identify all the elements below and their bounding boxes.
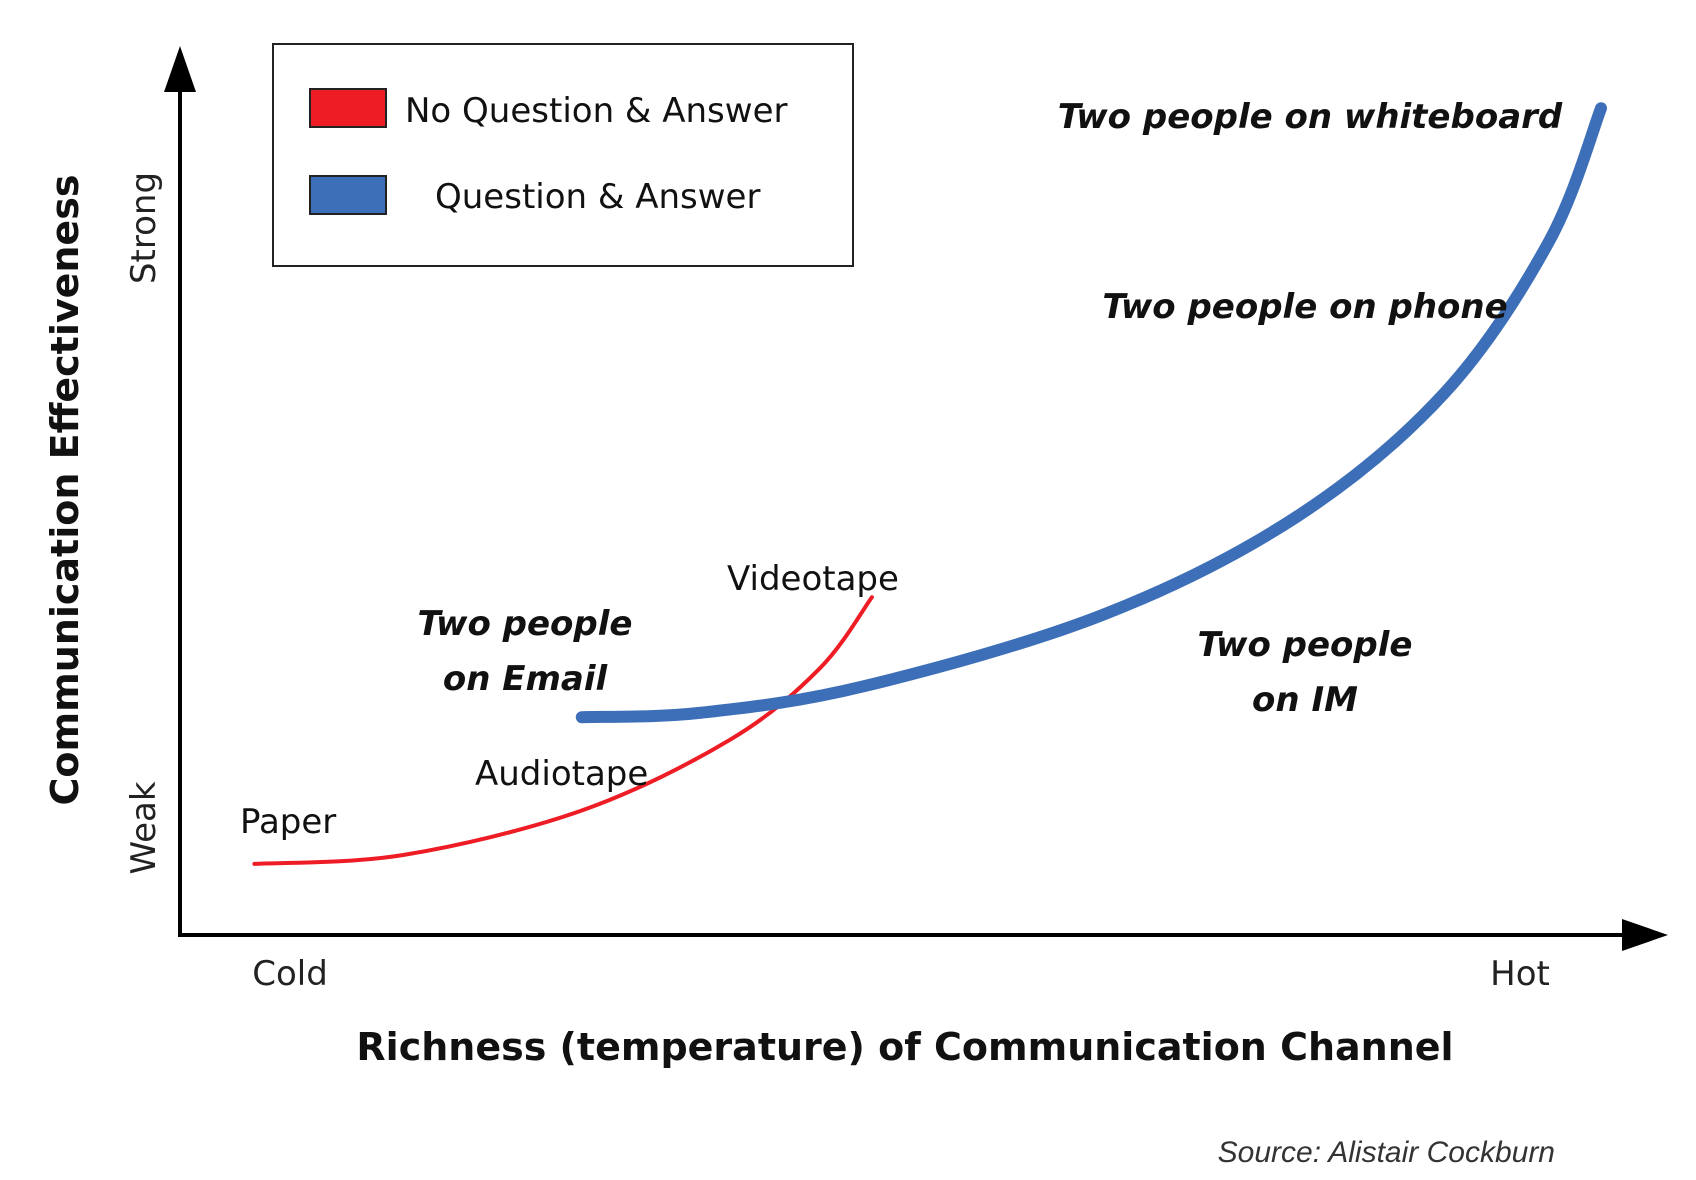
source-note: Source: Alistair Cockburn <box>1218 1136 1555 1169</box>
legend-label-question-answer: Question & Answer <box>435 177 760 217</box>
x-tick-cold: Cold <box>252 954 328 994</box>
y-axis-arrow-icon <box>164 46 196 92</box>
x-tick-hot: Hot <box>1490 954 1550 994</box>
x-axis-label: Richness (temperature) of Communication … <box>356 1025 1453 1069</box>
legend: No Question & Answer Question & Answer <box>272 43 854 267</box>
legend-swatch-question-answer <box>309 175 387 215</box>
annotation-phone: Two people on phone <box>1102 287 1507 327</box>
legend-label-no-question-answer: No Question & Answer <box>405 91 787 131</box>
annotation-im-line1: Two people <box>1198 625 1413 665</box>
annotation-audiotape: Audiotape <box>475 754 648 794</box>
annotation-im-line2: on IM <box>1252 680 1358 720</box>
x-axis-arrow-icon <box>1622 919 1668 951</box>
y-axis-label: Communication Effectiveness <box>43 175 87 806</box>
legend-swatch-no-question-answer <box>309 88 387 128</box>
y-tick-strong: Strong <box>124 172 164 284</box>
annotation-whiteboard: Two people on whiteboard <box>1058 97 1563 137</box>
y-tick-weak: Weak <box>124 781 164 874</box>
series-line-no-question-answer <box>252 595 874 866</box>
annotation-email-line1: Two people <box>418 604 633 644</box>
legend-box <box>272 43 854 267</box>
annotation-videotape: Videotape <box>727 559 899 599</box>
annotation-email-line2: on Email <box>443 659 609 699</box>
series-line-question-answer <box>575 102 1608 724</box>
annotation-paper: Paper <box>240 802 336 842</box>
